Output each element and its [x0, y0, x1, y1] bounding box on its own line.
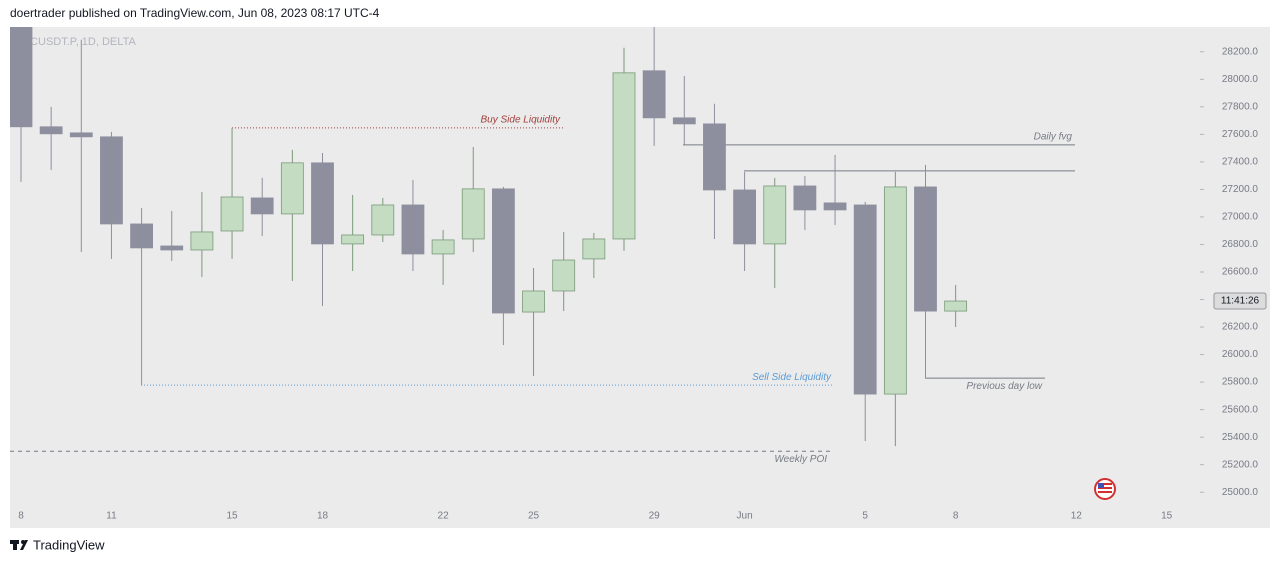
candle-body: [220, 196, 244, 232]
candle-body: [190, 231, 214, 251]
x-tick-label: 25: [528, 511, 540, 522]
candle-body: [763, 185, 787, 245]
x-tick-label: 5: [862, 511, 868, 522]
x-tick-label: 12: [1071, 511, 1083, 522]
candle-body: [522, 290, 545, 313]
y-tick-label: 27000.0: [1222, 212, 1259, 223]
candle-body: [39, 126, 63, 135]
y-tick-label: 27800.0: [1222, 101, 1259, 112]
tradingview-logo: [10, 540, 28, 550]
y-tick-label: 25600.0: [1222, 404, 1259, 415]
x-tick-label: 8: [18, 511, 24, 522]
candle-body: [160, 245, 184, 251]
y-tick-label: 25000.0: [1222, 487, 1259, 498]
y-tick-label: 25200.0: [1222, 459, 1259, 470]
plot-background: [10, 27, 1270, 528]
y-tick-label: 25400.0: [1222, 432, 1259, 443]
candle-body: [914, 186, 937, 312]
candle-body: [672, 117, 696, 125]
candle-body: [69, 132, 93, 138]
y-tick-label: 26000.0: [1222, 349, 1259, 360]
level-label: Buy Side Liquidity: [481, 115, 561, 126]
y-tick-label: 25800.0: [1222, 377, 1259, 388]
y-tick-label: 28200.0: [1222, 46, 1259, 57]
candle-body: [10, 27, 33, 128]
footer-brand: TradingView: [33, 537, 105, 552]
candle-body: [853, 204, 877, 395]
x-tick-label: 22: [438, 511, 450, 522]
x-tick-label: 15: [1161, 511, 1173, 522]
countdown-tag: [1213, 292, 1267, 310]
level-label: Previous day low: [966, 381, 1042, 392]
y-tick-label: 27400.0: [1222, 157, 1259, 168]
candle-body: [250, 197, 274, 215]
y-tick-label: 27200.0: [1222, 184, 1259, 195]
candle-body: [311, 162, 334, 245]
candle-body: [823, 202, 847, 211]
level-label: Sell Side Liquidity: [752, 372, 832, 383]
candle-body: [100, 136, 123, 225]
header: doertrader published on TradingView.com,…: [10, 6, 380, 20]
x-tick-label: 18: [317, 511, 329, 522]
x-tick-label: 15: [226, 511, 238, 522]
x-tick-label: Jun: [737, 511, 753, 522]
x-tick-label: 11: [106, 511, 117, 522]
candle-body: [552, 259, 576, 292]
candle-body: [431, 239, 455, 255]
level-label: Weekly POI: [774, 454, 827, 465]
candle-body: [944, 300, 968, 312]
y-tick-label: 26600.0: [1222, 267, 1259, 278]
candle-body: [582, 238, 606, 260]
candle-body: [461, 188, 485, 240]
y-tick-label: 26200.0: [1222, 322, 1259, 333]
candle-body: [642, 70, 666, 119]
candle-body: [130, 223, 154, 249]
x-tick-label: 29: [649, 511, 661, 522]
level-label: Daily fvg: [1034, 131, 1073, 142]
candle-body: [793, 185, 817, 211]
candle-body: [733, 189, 756, 245]
flag-icon: [1094, 478, 1116, 500]
y-tick-label: 26800.0: [1222, 239, 1259, 250]
candle-body: [491, 188, 515, 314]
candle-body: [280, 162, 304, 215]
candle-body: [612, 72, 636, 240]
candle-body: [883, 186, 907, 395]
y-tick-label: 27600.0: [1222, 129, 1259, 140]
candle-body: [371, 204, 395, 236]
candle-body: [341, 234, 365, 245]
y-tick-label: 28000.0: [1222, 74, 1259, 85]
countdown-label: 11:41:26: [1221, 296, 1260, 307]
x-tick-label: 8: [953, 511, 959, 522]
candle-body: [401, 204, 425, 255]
symbol-watermark: BTCUSDT.P, 1D, DELTA: [16, 36, 136, 48]
candle-body: [703, 123, 726, 191]
